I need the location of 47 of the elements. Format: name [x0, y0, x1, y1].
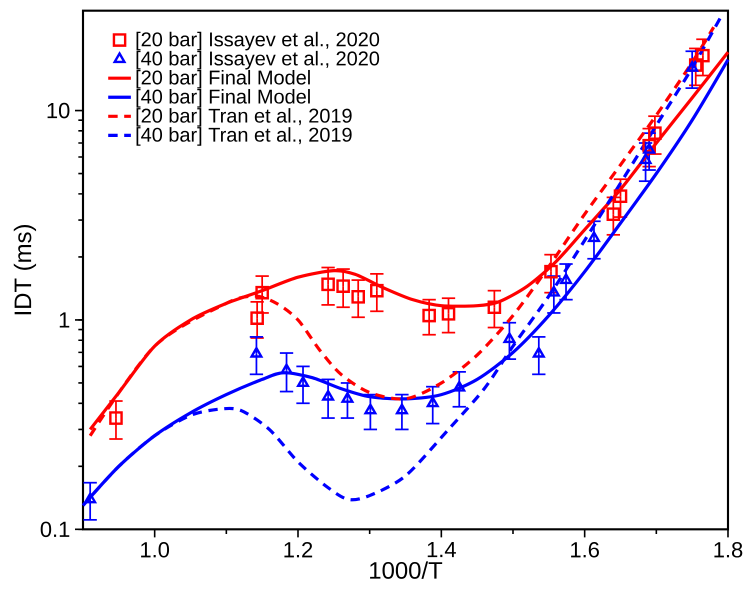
point: [250, 346, 262, 358]
legend-label: [20 bar] Issayev et al., 2020: [136, 32, 380, 50]
point: [341, 392, 354, 403]
legend-label: [40 bar] Tran et al., 2019: [136, 127, 352, 146]
point: [588, 231, 600, 242]
point: [321, 278, 335, 292]
x-tick-label: 1.6: [571, 542, 599, 558]
point: [560, 273, 572, 284]
legend-label: [20 bar] Final Model: [136, 70, 310, 89]
y-axis-title: IDT (ms): [14, 225, 36, 314]
point: [322, 390, 334, 401]
point: [336, 279, 350, 293]
point: [453, 380, 466, 392]
point: [370, 284, 384, 298]
point: [396, 404, 408, 414]
x-axis-title: 1000/T: [370, 561, 442, 579]
x-tick-label: 1.4: [428, 542, 456, 558]
point: [296, 376, 310, 387]
point: [688, 58, 703, 72]
point: [426, 396, 439, 408]
point: [548, 286, 560, 297]
x-tick-label: 1.0: [141, 542, 170, 558]
point: [488, 300, 502, 314]
point: [250, 311, 264, 325]
x-tick-label: 1.2: [284, 542, 312, 558]
point: [422, 308, 436, 322]
point: [503, 332, 516, 344]
point: [544, 264, 558, 278]
point: [84, 492, 96, 504]
point: [364, 404, 376, 414]
point: [351, 290, 365, 304]
y-tick-label: 10: [48, 102, 70, 118]
legend-label: [20 bar] Tran et al., 2019: [136, 108, 352, 127]
point: [686, 61, 698, 72]
x-tick-label: 1.8: [714, 542, 742, 558]
y-tick-label: 0.1: [40, 522, 70, 538]
point: [648, 126, 662, 140]
point: [442, 307, 456, 321]
point: [606, 207, 620, 221]
y-tick-label: 1: [60, 312, 70, 328]
point: [640, 153, 652, 164]
legend-label: [40 bar] Final Model: [136, 89, 310, 108]
legend-label: [40 bar] Issayev et al., 2020: [136, 50, 380, 70]
point: [109, 411, 123, 425]
point: [280, 363, 293, 374]
point: [614, 189, 628, 203]
point: [532, 346, 545, 358]
